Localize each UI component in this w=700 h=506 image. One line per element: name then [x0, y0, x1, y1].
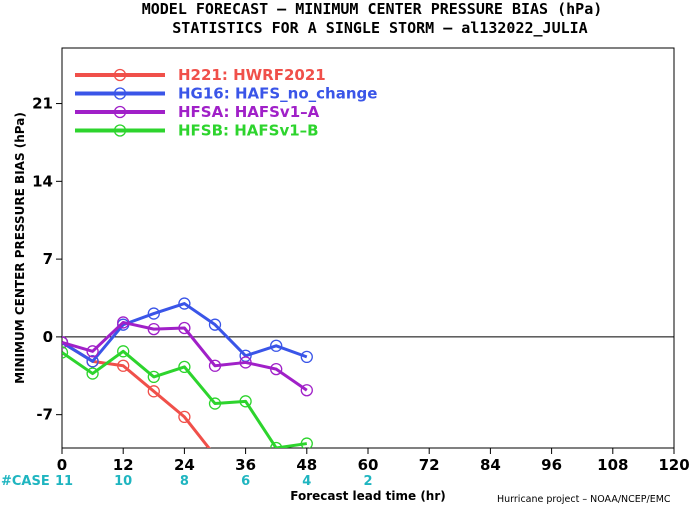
- data-point-3: [208, 397, 222, 410]
- x-tick-label: 84: [480, 456, 501, 474]
- chart-subtitle: STATISTICS FOR A SINGLE STORM – al132022…: [172, 19, 587, 37]
- data-point-2: [239, 356, 252, 369]
- data-point-2: [147, 322, 160, 336]
- data-point-0: [117, 359, 130, 372]
- series-line-2: [62, 320, 308, 392]
- data-point-3: [86, 367, 99, 380]
- data-point-2: [178, 321, 191, 335]
- credit-text: Hurricane project – NOAA/NCEP/EMC: [497, 494, 671, 505]
- data-point-1: [86, 355, 99, 368]
- data-point-0: [210, 450, 221, 461]
- data-point-1: [208, 318, 222, 331]
- series-group: [62, 297, 313, 461]
- data-point-2: [300, 384, 313, 397]
- data-point-2: [117, 316, 130, 329]
- legend-marker: [113, 87, 127, 100]
- y-axis: -7 0 7 14 21: [32, 95, 62, 424]
- y-tick-label: 0: [43, 328, 53, 346]
- x-tick-label: 24: [174, 456, 195, 474]
- x-tick-label: 48: [296, 456, 317, 474]
- case-count: 2: [363, 474, 372, 489]
- data-point-1: [270, 339, 283, 352]
- series-line-1: [62, 302, 308, 363]
- data-point-3: [239, 395, 252, 408]
- chart-title: MODEL FORECAST – MINIMUM CENTER PRESSURE…: [142, 0, 603, 18]
- case-counts: #CASE 11 10 8 6 4 2: [1, 474, 373, 489]
- data-point-0: [178, 410, 191, 424]
- case-count: 4: [302, 474, 311, 489]
- x-tick-label: 108: [597, 456, 628, 474]
- y-tick-label: 7: [43, 250, 53, 268]
- series-line-0: [62, 341, 211, 448]
- y-tick-label: 14: [32, 172, 53, 190]
- data-point-1: [147, 307, 160, 320]
- case-label: #CASE: [1, 474, 50, 489]
- series-line-3: [62, 349, 308, 448]
- legend-marker: [113, 68, 127, 82]
- case-count: 10: [114, 474, 132, 489]
- data-point-3: [178, 360, 191, 374]
- legend-label: HFSB: HAFSv1–B: [178, 122, 319, 140]
- data-point-3: [62, 346, 69, 359]
- data-point-1: [178, 297, 191, 310]
- x-tick-label: 36: [235, 456, 256, 474]
- legend-label: HFSA: HAFSv1–A: [178, 103, 320, 121]
- x-tick-label: 0: [57, 456, 67, 474]
- case-count: 11: [55, 474, 73, 489]
- y-axis-label: MINIMUM CENTER PRESSURE BIAS (hPa): [13, 112, 27, 384]
- x-tick-label: 96: [541, 456, 562, 474]
- case-count: 6: [241, 474, 250, 489]
- legend-marker: [113, 124, 127, 137]
- legend-label: H221: HWRF2021: [178, 66, 326, 84]
- x-tick-label: 12: [113, 456, 134, 474]
- y-tick-label: 21: [32, 95, 53, 113]
- x-tick-label: 60: [358, 456, 379, 474]
- x-axis-label: Forecast lead time (hr): [290, 489, 446, 503]
- case-count: 8: [180, 474, 189, 489]
- plot-frame: [61, 47, 675, 449]
- data-point-2: [270, 362, 283, 376]
- legend-marker: [113, 105, 127, 119]
- data-point-3: [147, 370, 160, 384]
- legend-label: HG16: HAFS_no_change: [178, 85, 377, 103]
- data-point-2: [86, 345, 99, 358]
- y-tick-label: -7: [36, 406, 53, 424]
- data-point-1: [300, 350, 313, 364]
- data-point-2: [208, 359, 222, 372]
- data-point-3: [300, 437, 313, 448]
- data-point-2: [62, 336, 69, 349]
- x-tick-label: 72: [419, 456, 440, 474]
- data-point-3: [270, 441, 283, 448]
- x-axis: 0 12 24 36 48 60 72 84 96 108 120: [57, 448, 690, 474]
- data-point-0: [147, 385, 160, 398]
- x-tick-label: 120: [658, 456, 689, 474]
- data-point-3: [117, 345, 130, 358]
